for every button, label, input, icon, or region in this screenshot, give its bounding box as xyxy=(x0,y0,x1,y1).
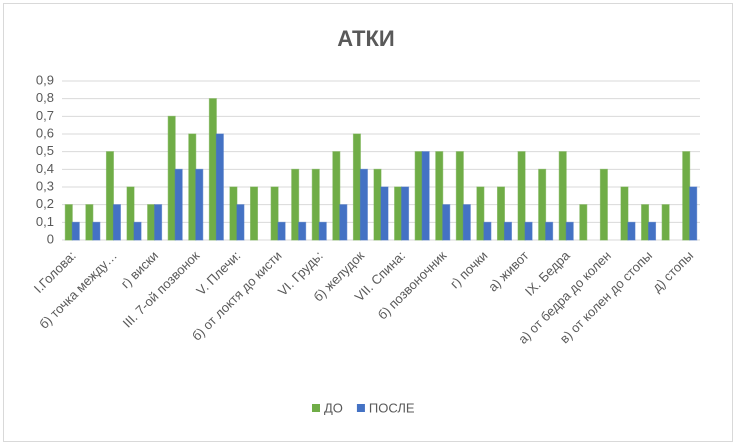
y-tick-label: 0,8 xyxy=(36,90,54,105)
y-tick-label: 0,6 xyxy=(36,125,54,140)
bar xyxy=(229,186,238,241)
bar xyxy=(455,151,464,241)
bar xyxy=(641,204,650,241)
bar xyxy=(545,221,554,241)
bar xyxy=(133,221,142,241)
bar xyxy=(401,186,410,241)
bar xyxy=(195,168,204,241)
bar xyxy=(291,168,300,241)
bar xyxy=(359,168,368,241)
bar xyxy=(236,204,245,241)
legend-label: ПОСЛЕ xyxy=(369,400,415,415)
bar xyxy=(92,221,101,241)
bar xyxy=(188,133,197,241)
bar xyxy=(524,221,533,241)
bar xyxy=(394,186,403,241)
bar xyxy=(661,204,670,241)
legend-swatch xyxy=(356,404,365,412)
bar xyxy=(538,168,547,241)
bar xyxy=(339,204,348,241)
bar xyxy=(648,221,657,241)
bar xyxy=(517,151,526,241)
bar xyxy=(298,221,307,241)
bar xyxy=(435,151,444,241)
bar xyxy=(682,151,691,241)
bar xyxy=(627,221,636,241)
bar xyxy=(215,133,224,241)
bar xyxy=(277,221,286,241)
bar xyxy=(476,186,485,241)
bar xyxy=(496,186,505,241)
bar xyxy=(174,168,183,241)
y-tick-label: 0,3 xyxy=(36,178,54,193)
bar xyxy=(167,115,176,241)
bar xyxy=(147,204,156,241)
bar xyxy=(250,186,259,241)
y-tick-label: 0,9 xyxy=(36,72,54,87)
bar xyxy=(599,168,608,241)
y-tick-label: 0 xyxy=(47,231,54,246)
bar xyxy=(85,204,94,241)
bar xyxy=(112,204,121,241)
bar xyxy=(154,204,163,241)
bar xyxy=(565,221,574,241)
bar xyxy=(332,151,341,241)
bar xyxy=(620,186,629,241)
bar xyxy=(126,186,135,241)
bar xyxy=(71,221,80,241)
bar xyxy=(579,204,588,241)
bar xyxy=(270,186,279,241)
bar xyxy=(105,151,114,241)
chart-title: АТКИ xyxy=(337,26,394,51)
bar xyxy=(380,186,389,241)
y-tick-label: 0,2 xyxy=(36,196,54,211)
bar xyxy=(689,186,698,241)
bar xyxy=(483,221,492,241)
bar xyxy=(373,168,382,241)
bar xyxy=(442,204,451,241)
legend-label: ДО xyxy=(324,400,343,415)
y-tick-label: 0,7 xyxy=(36,108,54,123)
bar xyxy=(208,98,217,241)
y-tick-label: 0,4 xyxy=(36,161,54,176)
y-tick-label: 0,5 xyxy=(36,143,54,158)
legend-swatch xyxy=(312,404,320,412)
bar xyxy=(414,151,423,241)
bar xyxy=(462,204,471,241)
bar xyxy=(352,133,361,241)
bar xyxy=(311,168,320,241)
bar xyxy=(503,221,512,241)
bar xyxy=(421,151,430,241)
bar xyxy=(318,221,327,241)
y-tick-label: 0,1 xyxy=(36,214,54,229)
bar xyxy=(64,204,73,241)
bar xyxy=(558,151,567,241)
